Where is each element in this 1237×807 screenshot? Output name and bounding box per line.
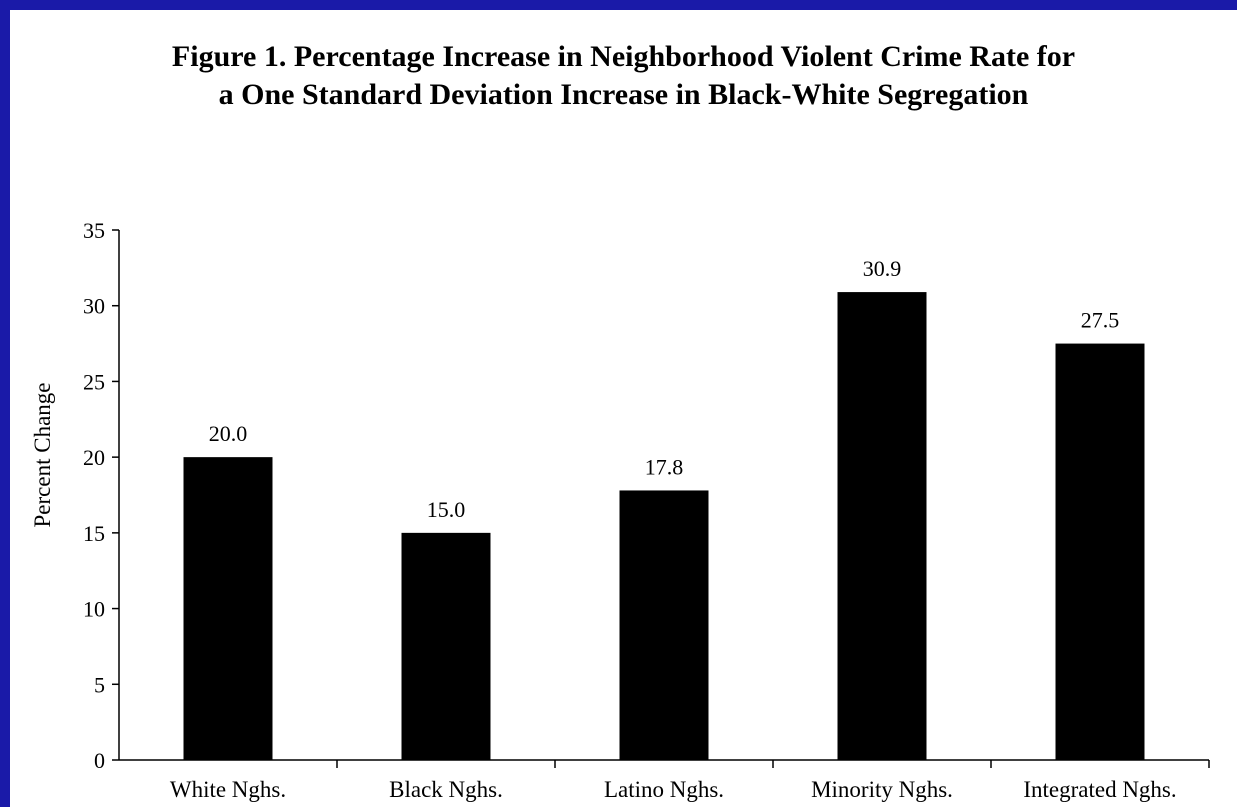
y-tick-label: 10	[83, 597, 105, 622]
y-axis-title: Percent Change	[30, 383, 55, 528]
bar	[1055, 343, 1145, 760]
y-tick-label: 5	[94, 672, 105, 697]
y-tick-label: 25	[83, 369, 105, 394]
x-category-label: White Nghs.	[170, 777, 286, 802]
chart-frame: Figure 1. Percentage Increase in Neighbo…	[10, 10, 1237, 807]
bar-data-label: 30.9	[863, 256, 902, 281]
y-tick-label: 35	[83, 218, 105, 243]
y-tick-label: 30	[83, 294, 105, 319]
bar	[837, 292, 927, 760]
bar	[401, 532, 491, 760]
bars	[183, 292, 1145, 760]
bar	[183, 457, 273, 760]
x-category-label: Latino Nghs.	[604, 777, 724, 802]
x-category-label: Minority Nghs.	[811, 777, 953, 802]
y-tick-label: 15	[83, 521, 105, 546]
y-axis-ticks: 0 5 10 15 20 25 30 35	[83, 218, 119, 773]
bar-data-label: 15.0	[427, 497, 466, 522]
chart-title-line-2: a One Standard Deviation Increase in Bla…	[218, 78, 1029, 111]
bar-chart: 0 5 10 15 20 25 30 35 20.0 15.0 17.8 30.9 27.5 Whit…	[30, 218, 1210, 802]
y-tick-label: 20	[83, 445, 105, 470]
chart-title-line-1: Figure 1. Percentage Increase in Neighbo…	[171, 40, 1076, 73]
bar-data-label: 20.0	[209, 421, 248, 446]
chart-title: Figure 1. Percentage Increase in Neighbo…	[10, 38, 1237, 114]
bar	[619, 490, 709, 760]
data-labels: 20.0 15.0 17.8 30.9 27.5	[209, 256, 1120, 522]
x-category-label: Black Nghs.	[389, 777, 503, 802]
x-category-label: Integrated Nghs.	[1023, 777, 1176, 802]
bar-data-label: 17.8	[645, 454, 684, 479]
y-tick-label: 0	[94, 748, 105, 773]
x-axis-categories: White Nghs. Black Nghs. Latino Nghs. Minori…	[170, 760, 1210, 802]
bar-data-label: 27.5	[1081, 308, 1120, 333]
